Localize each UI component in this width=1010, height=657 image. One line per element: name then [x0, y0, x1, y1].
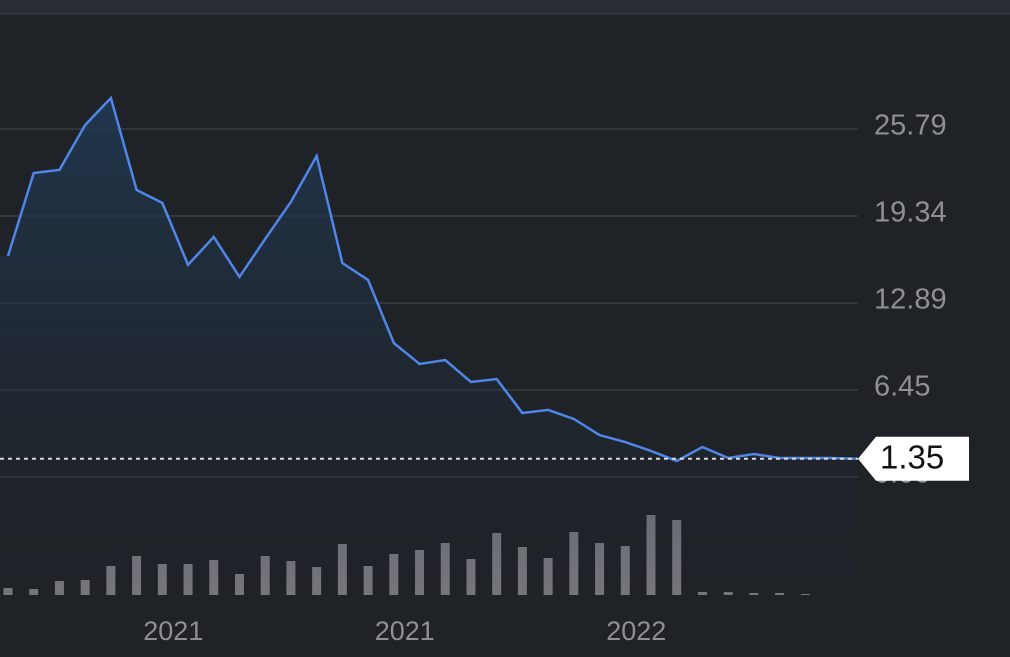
- y-tick-label: 12.89: [874, 284, 947, 316]
- last-price-badge: [858, 436, 969, 481]
- x-tick-label: 2021: [375, 616, 435, 646]
- top-bar: [0, 0, 1010, 14]
- area: [0, 97, 857, 600]
- price-line: [6, 95, 857, 463]
- last-price-label: 1.35: [880, 439, 944, 476]
- x-tick-label: 2022: [606, 616, 666, 646]
- y-tick-label: 6.45: [874, 371, 930, 403]
- x-tick-label: 2021: [143, 616, 203, 646]
- y-tick-label: 19.34: [874, 197, 947, 229]
- y-tick-label: 25.79: [874, 110, 947, 142]
